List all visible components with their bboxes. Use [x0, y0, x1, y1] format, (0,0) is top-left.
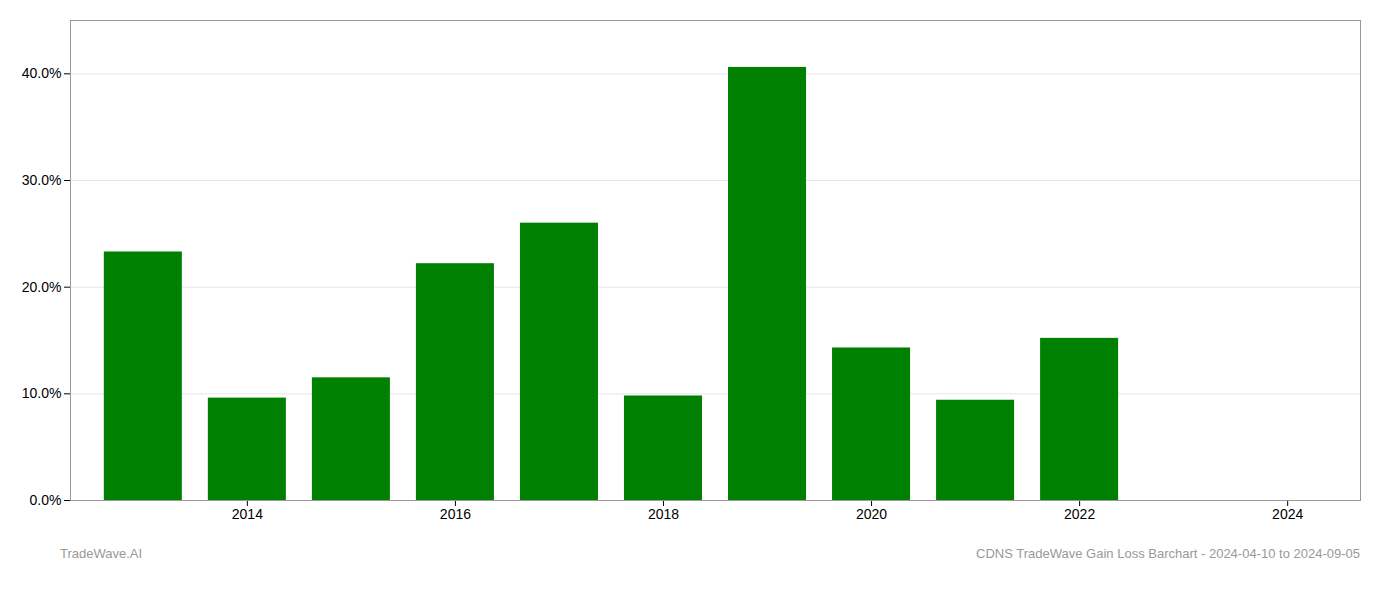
- html-text:CDNS TradeWave Gain Loss Barch: CDNS TradeWave Gain Loss Barchart - 2024…: [976, 546, 1360, 561]
- svg-text:2016: 2016: [440, 506, 471, 522]
- svg-text:2022: 2022: [1064, 506, 1095, 522]
- svg-text:30.0%: 30.0%: [22, 172, 62, 188]
- svg-text:2018: 2018: [648, 506, 679, 522]
- svg-text:2020: 2020: [856, 506, 887, 522]
- svg-text:10.0%: 10.0%: [22, 385, 62, 401]
- svg-text:2024: 2024: [1272, 506, 1303, 522]
- html-text:TradeWave.AI: TradeWave.AI: [60, 546, 143, 561]
- svg-text:40.0%: 40.0%: [22, 65, 62, 81]
- svg-text:0.0%: 0.0%: [30, 492, 62, 508]
- svg-text:20.0%: 20.0%: [22, 279, 62, 295]
- svg-text:2014: 2014: [232, 506, 263, 522]
